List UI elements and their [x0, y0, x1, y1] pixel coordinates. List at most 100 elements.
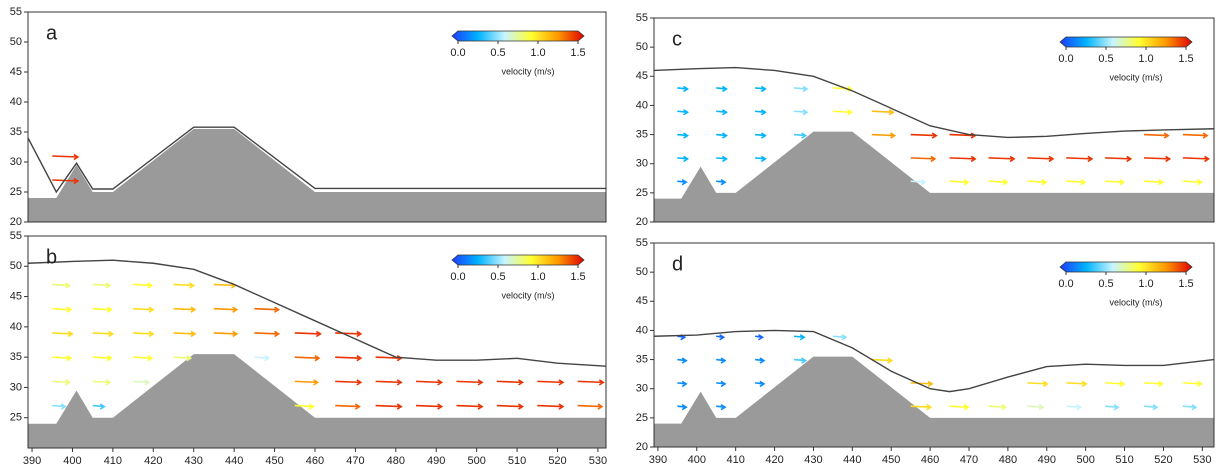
velocity-arrow: [1143, 404, 1159, 411]
velocity-arrow: [52, 354, 73, 362]
y-tick-label: 25: [10, 412, 22, 424]
y-tick-label: 45: [10, 66, 22, 78]
velocity-arrow: [793, 334, 806, 341]
velocity-arrow: [52, 306, 73, 313]
plot-area: [654, 66, 1214, 222]
x-tick-label: 430: [804, 454, 822, 466]
panel-label: b: [46, 246, 57, 268]
velocity-arrow: [335, 354, 363, 362]
velocity-arrow: [949, 404, 970, 411]
colorbar-tick-label: 0.0: [450, 271, 465, 283]
velocity-arrow: [1027, 155, 1055, 163]
plot-frame: [27, 11, 607, 223]
velocity-arrow: [133, 330, 155, 338]
velocity-arrow: [1066, 155, 1094, 163]
velocity-arrow: [871, 132, 897, 139]
velocity-arrow: [716, 155, 728, 163]
plot-area: [28, 259, 606, 448]
colorbar-tick-label: 0.5: [1098, 278, 1113, 290]
velocity-arrow: [254, 354, 271, 362]
velocity-arrow: [949, 179, 970, 186]
x-tick-label: 530: [589, 455, 607, 467]
velocity-arrow: [755, 109, 767, 116]
x-tick-label: 450: [882, 454, 900, 466]
colorbar: [1059, 36, 1193, 48]
y-tick-label: 35: [636, 128, 648, 140]
water-surface: [654, 66, 1214, 139]
y-tick-label: 55: [10, 230, 22, 242]
y-tick-label: 40: [636, 324, 648, 336]
velocity-arrow: [133, 306, 155, 313]
velocity-arrow: [1182, 404, 1198, 411]
x-tick-label: 450: [265, 455, 283, 467]
velocity-arrow: [871, 109, 895, 116]
velocity-arrow: [755, 334, 765, 341]
y-tick-label: 20: [636, 441, 648, 453]
velocity-arrow: [133, 282, 154, 289]
velocity-arrow: [1027, 380, 1049, 388]
velocity-arrow: [294, 403, 315, 410]
bed: [28, 354, 606, 448]
velocity-arrow: [173, 354, 193, 362]
velocity-arrow: [92, 379, 112, 386]
velocity-arrow: [254, 330, 281, 338]
velocity-arrow: [1143, 179, 1165, 186]
x-tick-label: 470: [960, 454, 978, 466]
y-tick-label: 35: [10, 351, 22, 363]
velocity-arrow: [716, 85, 728, 93]
x-tick-label: 490: [1038, 454, 1056, 466]
velocity-arrow: [52, 379, 71, 386]
velocity-arrow: [133, 354, 154, 362]
velocity-arrow: [213, 306, 239, 313]
plot-area: [654, 329, 1214, 447]
velocity-arrow: [456, 403, 484, 410]
velocity-arrow: [910, 155, 937, 163]
velocity-arrow: [832, 334, 848, 341]
velocity-arrow: [832, 109, 853, 116]
velocity-arrow: [173, 306, 197, 313]
colorbar-tick-label: 1.0: [1138, 53, 1153, 65]
y-tick-label: 45: [636, 70, 648, 82]
y-tick-label: 35: [636, 353, 648, 365]
y-tick-label: 45: [636, 295, 648, 307]
bed: [654, 131, 1214, 222]
colorbar: [451, 30, 585, 42]
velocity-arrow: [793, 357, 808, 364]
velocity-arrow: [755, 155, 767, 163]
velocity-arrow: [92, 282, 112, 289]
velocity-arrow: [456, 379, 484, 386]
velocity-arrow: [294, 354, 321, 362]
y-tick-label: 25: [636, 412, 648, 424]
velocity-arrow: [988, 179, 1009, 186]
colorbar-label: velocity (m/s): [501, 290, 554, 300]
x-tick-label: 420: [765, 454, 783, 466]
velocity-arrow: [52, 282, 71, 289]
velocity-arrow: [335, 403, 361, 410]
plot-area: [28, 126, 606, 222]
x-tick-label: 480: [999, 454, 1017, 466]
velocity-arrow: [677, 155, 690, 163]
velocity-arrow: [537, 379, 565, 386]
velocity-arrow: [988, 155, 1016, 163]
colorbar-label: velocity (m/s): [501, 66, 554, 76]
velocity-arrow: [335, 330, 363, 338]
velocity-arrow: [375, 379, 403, 386]
velocity-arrow: [496, 379, 524, 386]
colorbar-label: velocity (m/s): [1109, 297, 1162, 307]
velocity-arrow: [716, 132, 728, 139]
velocity-arrow: [716, 334, 726, 341]
y-tick-label: 40: [10, 96, 22, 108]
colorbar-tick-label: 1.0: [530, 271, 545, 283]
velocity-arrow: [577, 379, 605, 386]
velocity-arrow: [294, 379, 320, 386]
x-tick-label: 400: [688, 454, 706, 466]
velocity-arrow: [415, 379, 444, 386]
velocity-arrow: [1027, 404, 1045, 411]
velocity-arrow: [1143, 155, 1172, 163]
colorbar-tick-label: 0.5: [490, 47, 505, 59]
y-tick-label: 20: [10, 216, 22, 228]
x-tick-label: 390: [23, 455, 41, 467]
velocity-arrow: [716, 109, 728, 116]
colorbar-tick-label: 1.5: [1178, 278, 1193, 290]
velocity-arrow: [254, 306, 281, 313]
